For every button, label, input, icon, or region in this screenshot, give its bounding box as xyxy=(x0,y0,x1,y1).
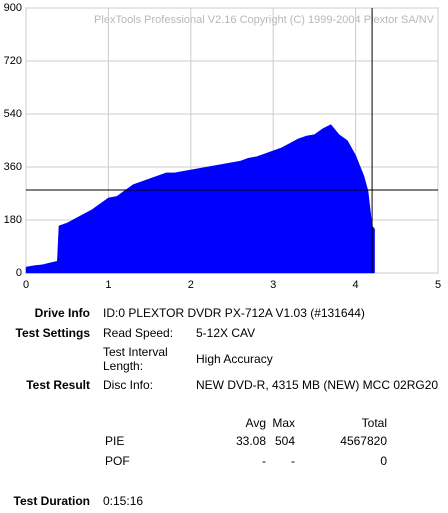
value: High Accuracy xyxy=(196,352,273,366)
cell: 504 xyxy=(274,434,295,448)
cell: 4567820 xyxy=(340,434,387,448)
label: Test Duration xyxy=(13,494,90,508)
row-name: PIE xyxy=(105,434,125,448)
watermark: PlexTools Professional V2.16 Copyright (… xyxy=(94,14,435,26)
column-header: Avg xyxy=(245,416,266,430)
chart: PlexTools Professional V2.16 Copyright (… xyxy=(4,2,441,291)
value: 5-12X CAV xyxy=(196,326,256,340)
row-name: POF xyxy=(105,454,130,468)
x-tick-label: 4 xyxy=(353,279,359,291)
y-tick-label: 180 xyxy=(4,214,22,226)
y-tick-label: 540 xyxy=(4,108,22,120)
label: Read Speed: xyxy=(103,326,174,340)
value: ID:0 PLEXTOR DVDR PX-712A V1.03 (#131644… xyxy=(103,306,365,320)
area xyxy=(25,124,375,274)
label: Drive Info xyxy=(34,306,90,320)
x-tick-label: 1 xyxy=(105,279,111,291)
cell: - xyxy=(262,454,266,468)
label: Test Result xyxy=(26,378,90,392)
x-tick-label: 0 xyxy=(23,279,29,291)
column-header: Max xyxy=(272,416,295,430)
label: Disc Info: xyxy=(103,378,154,392)
label: Test Interval Length: xyxy=(103,345,168,373)
value: NEW DVD-R, 4315 MB (NEW) MCC 02RG20 xyxy=(196,378,439,392)
y-tick-label: 0 xyxy=(16,267,22,279)
y-tick-label: 900 xyxy=(4,2,22,14)
x-tick-label: 3 xyxy=(270,279,276,291)
x-tick-label: 2 xyxy=(188,279,194,291)
y-tick-label: 720 xyxy=(4,55,22,67)
value: 0:15:16 xyxy=(103,494,144,508)
label: Test Settings xyxy=(15,326,90,340)
cell: 0 xyxy=(380,454,387,468)
cell: - xyxy=(291,454,295,468)
column-header: Total xyxy=(361,416,387,430)
x-tick-label: 5 xyxy=(435,279,441,291)
y-tick-label: 360 xyxy=(4,161,22,173)
cell: 33.08 xyxy=(235,434,266,448)
